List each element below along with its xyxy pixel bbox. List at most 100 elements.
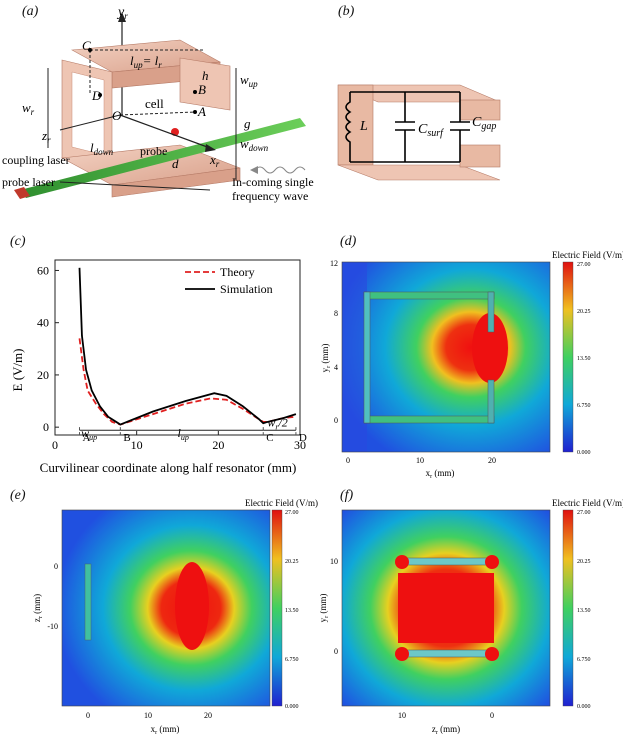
svg-text:yr (mm): yr (mm) — [320, 594, 330, 623]
svg-text:27.00: 27.00 — [577, 262, 591, 268]
svg-text:probe: probe — [140, 144, 167, 158]
svg-text:g: g — [244, 116, 251, 131]
y-tick-label: 40 — [37, 316, 49, 330]
svg-text:h: h — [202, 68, 209, 83]
svg-text:lup= lr: lup= lr — [130, 53, 162, 70]
svg-text:0.000: 0.000 — [577, 450, 591, 456]
svg-text:wr: wr — [22, 100, 35, 117]
heatmap-e: Electric Field (V/m) 27.00 20.25 13.50 6… — [32, 498, 318, 736]
marker-label-D: D — [299, 432, 307, 444]
y-tick-label: 20 — [37, 368, 49, 382]
svg-text:Cgap: Cgap — [472, 115, 496, 132]
svg-text:6.750: 6.750 — [577, 403, 591, 409]
marker-label-C: C — [266, 432, 273, 444]
panel-a-label: (a) — [22, 4, 39, 19]
panel-b: (b) L Csurf Cgap — [330, 0, 623, 225]
wr2-annotation: wr/2 — [267, 415, 287, 431]
coupling-beam — [20, 118, 306, 198]
y-axis-label: E (V/m) — [10, 349, 25, 392]
resonator-diagram: yr C D B A O cel — [2, 5, 314, 203]
x-axis-label: Curvilinear coordinate along half resona… — [40, 460, 297, 475]
y-tick-label: 0 — [43, 420, 49, 434]
series-line-theory — [78, 338, 297, 426]
svg-text:4: 4 — [334, 363, 338, 372]
svg-text:B: B — [198, 82, 206, 97]
svg-text:0: 0 — [346, 456, 350, 465]
svg-text:zr (mm): zr (mm) — [32, 594, 44, 622]
colorbar-e — [271, 509, 283, 707]
colorbar-d — [562, 261, 574, 453]
series-line-simulation — [78, 267, 297, 426]
svg-text:20.25: 20.25 — [577, 309, 591, 315]
plot-frame — [54, 259, 301, 436]
svg-text:13.50: 13.50 — [577, 356, 591, 362]
svg-text:8: 8 — [334, 309, 338, 318]
incoming-wave — [254, 166, 306, 174]
svg-text:27.00: 27.00 — [285, 510, 299, 516]
svg-text:xr (mm): xr (mm) — [426, 468, 455, 480]
svg-text:D: D — [91, 88, 102, 103]
svg-text:0: 0 — [54, 562, 58, 571]
svg-text:20.25: 20.25 — [285, 559, 299, 565]
x-tick-label: 20 — [212, 438, 224, 452]
x-tick-label: 0 — [52, 438, 58, 452]
yr-label: yr — [116, 5, 128, 21]
wup-annotation: wup — [81, 426, 97, 442]
svg-text:20: 20 — [204, 711, 212, 720]
svg-text:6.750: 6.750 — [285, 657, 299, 663]
panel-e-label: (e) — [10, 488, 26, 503]
svg-text:xr (mm): xr (mm) — [151, 724, 180, 736]
panel-c-label: (c) — [10, 234, 26, 249]
circuit-diagram: L Csurf Cgap — [337, 84, 501, 181]
svg-text:0: 0 — [334, 416, 338, 425]
svg-text:zr: zr — [41, 128, 51, 145]
field-map-e — [62, 510, 270, 706]
heatmap-f: Electric Field (V/m) 27.00 20.25 13.50 6… — [320, 498, 623, 736]
y-tick-label: 60 — [37, 263, 49, 277]
svg-text:13.50: 13.50 — [577, 608, 591, 614]
field-line-chart: E (V/m) Curvilinear coordinate along hal… — [10, 259, 307, 475]
svg-text:zr (mm): zr (mm) — [432, 724, 460, 736]
svg-text:xr: xr — [209, 152, 220, 169]
inductor-symbol — [345, 92, 352, 162]
svg-text:10: 10 — [330, 557, 338, 566]
panel-b-label: (b) — [338, 4, 355, 19]
panel-c: (c) E (V/m) Curvilinear coordinate along… — [0, 230, 320, 480]
svg-text:27.00: 27.00 — [577, 510, 591, 516]
svg-text:20.25: 20.25 — [577, 559, 591, 565]
svg-text:A: A — [197, 104, 206, 119]
panel-d: (d) Electric Field (V/m) — [320, 230, 623, 480]
svg-text:0: 0 — [490, 711, 494, 720]
marker-label-B: B — [123, 432, 130, 444]
legend-label-theory: Theory — [220, 265, 255, 279]
svg-text:In-coming single: In-coming single — [232, 175, 314, 189]
svg-text:13.50: 13.50 — [285, 608, 299, 614]
svg-text:10: 10 — [416, 456, 424, 465]
svg-text:frequency wave: frequency wave — [232, 189, 308, 203]
heatmap-d: Electric Field (V/m) 27.00 20.25 13.50 6… — [320, 250, 623, 480]
svg-text:10: 10 — [398, 711, 406, 720]
field-map-d — [342, 262, 550, 452]
svg-text:20: 20 — [488, 456, 496, 465]
marker-label-A: A — [83, 432, 91, 444]
lup-annotation: lup — [178, 426, 189, 442]
x-tick-label: 30 — [294, 438, 306, 452]
panel-a: (a) yr — [0, 0, 330, 225]
svg-text:0: 0 — [86, 711, 90, 720]
x-tick-label: 10 — [131, 438, 143, 452]
svg-text:probe laser: probe laser — [2, 175, 55, 189]
svg-text:O: O — [112, 108, 122, 123]
panel-e: (e) Electric Field (V/m) 27.00 20.25 — [0, 488, 320, 738]
svg-text:C: C — [82, 38, 91, 53]
svg-text:wdown: wdown — [240, 136, 269, 153]
svg-text:cell: cell — [145, 96, 164, 111]
svg-text:10: 10 — [144, 711, 152, 720]
svg-text:yr (mm): yr (mm) — [320, 344, 332, 373]
svg-text:d: d — [172, 156, 179, 171]
svg-text:ldown: ldown — [90, 140, 114, 157]
svg-text:Electric Field (V/m): Electric Field (V/m) — [552, 498, 623, 508]
colorbar-f — [562, 509, 574, 707]
svg-text:Csurf: Csurf — [418, 122, 444, 139]
svg-text:12: 12 — [330, 259, 338, 268]
probe-laser-tip — [14, 187, 30, 199]
